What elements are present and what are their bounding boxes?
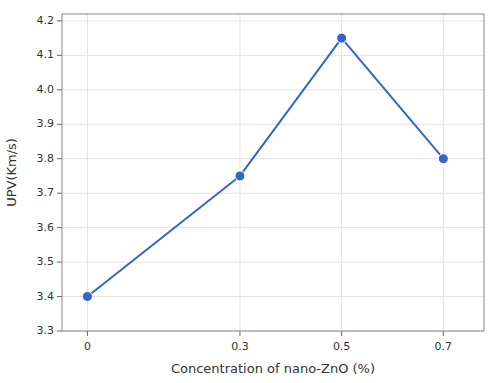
tick-label: 4.1 [37, 48, 55, 61]
tick-label: 3.5 [37, 255, 55, 268]
tick-mark [443, 331, 444, 336]
plot-background [62, 14, 484, 331]
tick-mark [57, 89, 62, 90]
plot-frame [62, 14, 484, 331]
data-line [87, 38, 443, 296]
y-axis-label: UPV(Km/s) [4, 138, 19, 207]
x-axis-label: Concentration of nano-ZnO (%) [171, 361, 375, 376]
tick-label: 3.8 [37, 152, 55, 165]
data-point [337, 33, 347, 43]
tick-mark [57, 124, 62, 125]
chart: 3.3 3.4 3.5 3.6 3.7 3.8 3.9 4.0 4.1 4.2 0 0.3 0.5 0.7… [0, 0, 500, 383]
tick-mark [57, 262, 62, 263]
tick-label: 0.7 [435, 340, 453, 353]
tick-label: 3.3 [37, 324, 55, 337]
grid-line [341, 14, 342, 331]
tick-mark [341, 331, 342, 336]
grid-line [62, 193, 484, 194]
grid-line [62, 262, 484, 263]
grid-line [443, 14, 444, 331]
tick-label: 0.3 [231, 340, 249, 353]
grid-line [62, 124, 484, 125]
tick-label: 4.0 [37, 83, 55, 96]
tick-mark [87, 331, 88, 336]
grid-line [62, 227, 484, 228]
series [82, 33, 448, 301]
grid-line [62, 296, 484, 297]
tick-label: 3.6 [37, 221, 55, 234]
tick-mark [57, 227, 62, 228]
tick-mark [57, 331, 62, 332]
grid-line [62, 89, 484, 90]
tick-mark [57, 193, 62, 194]
data-point [438, 154, 448, 164]
tick-mark [57, 158, 62, 159]
tick-label: 3.4 [37, 290, 55, 303]
tick-label: 0 [84, 340, 91, 353]
data-point [235, 171, 245, 181]
tick-mark [57, 20, 62, 21]
tick-label: 3.7 [37, 186, 55, 199]
axes: 3.3 3.4 3.5 3.6 3.7 3.8 3.9 4.0 4.1 4.2 0 0.3 0.5 0.7 [37, 14, 485, 353]
tick-label: 3.9 [37, 117, 55, 130]
tick-mark [57, 296, 62, 297]
tick-mark [239, 331, 240, 336]
tick-label: 4.2 [37, 14, 55, 27]
grid-line [62, 20, 484, 21]
tick-mark [57, 55, 62, 56]
tick-label: 0.5 [333, 340, 351, 353]
chart-container: 3.3 3.4 3.5 3.6 3.7 3.8 3.9 4.0 4.1 4.2 0 0.3 0.5 0.7… [0, 0, 500, 383]
data-point [82, 292, 92, 302]
grid-line [62, 158, 484, 159]
grid-line [87, 14, 88, 331]
grid-line [62, 55, 484, 56]
grid [62, 14, 484, 331]
